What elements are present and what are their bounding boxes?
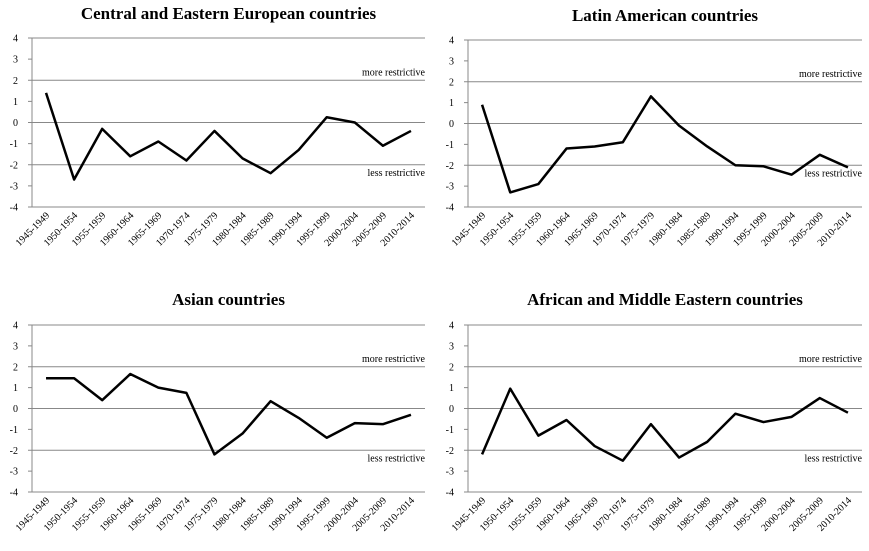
y-tick-label: 4	[13, 321, 18, 332]
annotation: more restrictive	[362, 67, 426, 78]
y-tick-label: 1	[13, 97, 18, 108]
data-line	[44, 92, 412, 181]
data-line	[480, 95, 849, 194]
y-tick-label: -1	[446, 140, 454, 151]
y-tick-label: 4	[449, 321, 454, 332]
y-tick-label: 0	[449, 404, 454, 415]
y-tick-label: -1	[10, 139, 18, 150]
y-tick-label: 0	[449, 119, 454, 130]
annotation: less restrictive	[805, 453, 863, 464]
y-tick-label: 2	[13, 76, 18, 87]
y-tick-label: 1	[449, 98, 454, 109]
y-tick-label: 3	[13, 341, 18, 352]
y-tick-label: -1	[446, 425, 454, 436]
y-tick-label: 4	[449, 36, 454, 47]
data-line	[480, 387, 849, 462]
y-tick-label: -4	[10, 203, 18, 214]
y-tick-label: 3	[13, 55, 18, 66]
y-tick-label: -4	[446, 488, 454, 499]
y-tick-label: 1	[13, 383, 18, 394]
y-tick-label: 2	[449, 362, 454, 373]
annotation: more restrictive	[799, 69, 863, 80]
data-line	[46, 372, 412, 456]
chart-title: Central and Eastern European countries	[81, 4, 377, 23]
y-tick-label: -2	[446, 446, 454, 457]
y-tick-label: 2	[449, 77, 454, 88]
y-tick-label: 0	[13, 118, 18, 129]
y-tick-label: -1	[10, 425, 18, 436]
annotation: less restrictive	[368, 168, 426, 179]
y-tick-label: -2	[10, 446, 18, 457]
chart-title: Asian countries	[172, 290, 285, 309]
annotation: less restrictive	[368, 453, 426, 464]
y-tick-label: 4	[13, 34, 18, 45]
y-tick-label: -2	[10, 160, 18, 171]
annotation: more restrictive	[799, 354, 863, 365]
y-tick-label: -4	[446, 203, 454, 214]
y-tick-label: -3	[446, 182, 454, 193]
chart-title: African and Middle Eastern countries	[527, 290, 803, 309]
y-tick-label: -3	[10, 467, 18, 478]
chart-title: Latin American countries	[572, 6, 758, 25]
y-tick-label: -3	[10, 181, 18, 192]
y-tick-label: -4	[10, 488, 18, 499]
annotation: more restrictive	[362, 354, 426, 365]
y-tick-label: -2	[446, 161, 454, 172]
y-tick-label: -3	[446, 467, 454, 478]
y-tick-label: 2	[13, 362, 18, 373]
y-tick-label: 3	[449, 56, 454, 67]
y-tick-label: 3	[449, 341, 454, 352]
y-tick-label: 0	[13, 404, 18, 415]
y-tick-label: 1	[449, 383, 454, 394]
annotation: less restrictive	[805, 168, 863, 179]
